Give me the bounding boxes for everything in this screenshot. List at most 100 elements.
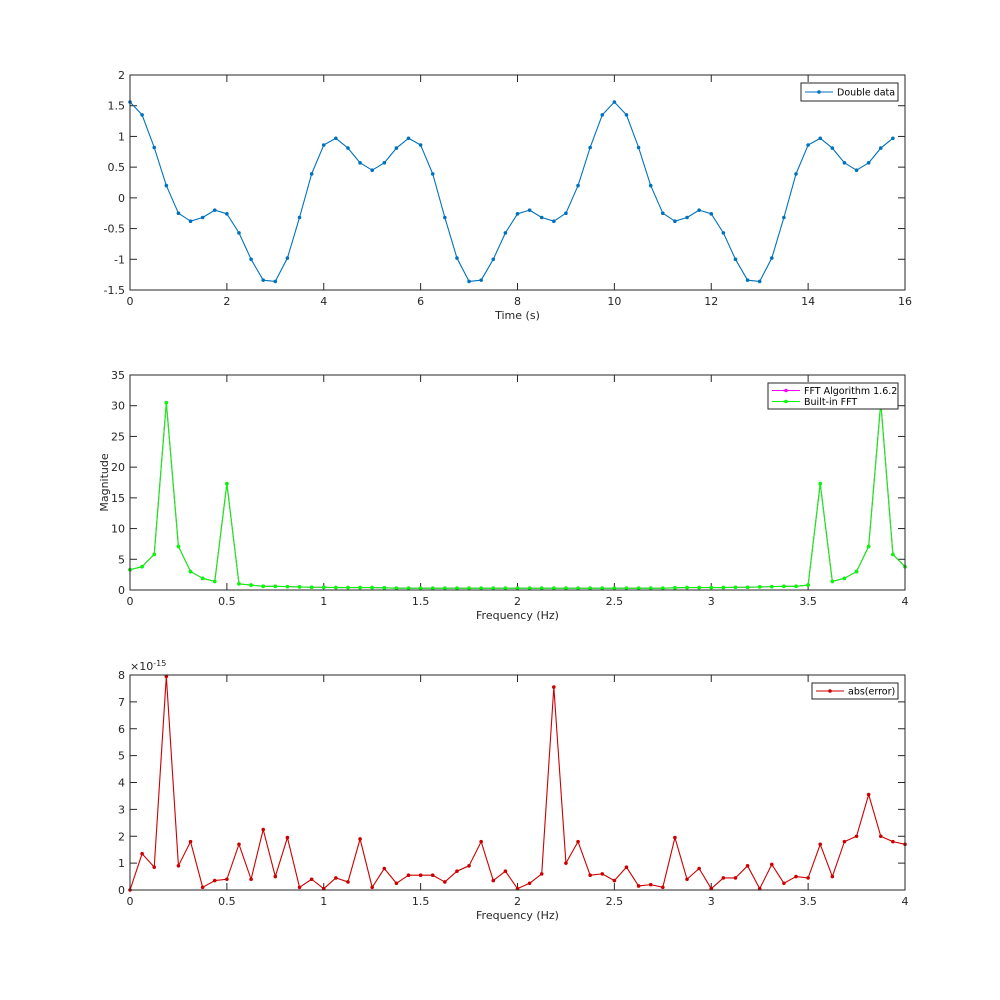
data-point <box>346 146 350 150</box>
data-point <box>806 143 810 147</box>
data-point <box>334 585 338 590</box>
data-point <box>503 586 508 590</box>
legend-marker <box>784 399 788 404</box>
plot-area <box>130 375 905 590</box>
data-point <box>188 569 193 574</box>
data-point <box>297 585 302 589</box>
data-point <box>406 136 411 141</box>
data-point <box>733 585 738 590</box>
x-tick-label: 14 <box>801 295 815 308</box>
data-point <box>273 584 278 589</box>
data-point <box>830 874 835 879</box>
data-point <box>818 842 823 847</box>
data-point <box>782 215 786 220</box>
data-point <box>443 215 447 220</box>
data-point <box>576 183 580 188</box>
chart-panel-1: 0 2 4 6 8 10 12 14 16 -1.5 -1 -0.5 0 0.5 1 1.5 2 Time (s)… <box>104 69 912 322</box>
data-point <box>225 481 229 486</box>
data-point <box>624 865 629 869</box>
data-point <box>140 113 144 117</box>
axes-frame <box>129 74 906 291</box>
data-point <box>334 876 338 880</box>
data-point <box>539 586 544 590</box>
data-point <box>527 881 532 886</box>
data-point <box>854 168 859 173</box>
data-point <box>552 219 556 223</box>
x-tick-label: 0 <box>127 295 134 308</box>
x-axis-label: Frequency (Hz) <box>476 909 559 922</box>
x-tick-label: 4 <box>902 595 909 608</box>
data-point <box>491 878 496 883</box>
data-point <box>225 877 229 882</box>
data-point <box>806 583 810 587</box>
data-point <box>430 172 435 176</box>
data-point <box>418 873 423 878</box>
data-point <box>842 839 847 844</box>
data-point <box>491 586 496 590</box>
plot-area <box>130 675 905 890</box>
y-tick-label: 0 <box>118 884 125 897</box>
data-point <box>225 212 229 216</box>
y-tick-label: 5 <box>118 750 125 763</box>
y-tick-label: 20 <box>111 461 125 474</box>
data-point <box>770 862 774 867</box>
axes-frame <box>129 674 906 891</box>
y-tick-label: -0.5 <box>104 223 125 236</box>
y-tick-label: 3 <box>118 803 125 816</box>
x-axis-label: Time (s) <box>494 309 540 322</box>
data-point <box>273 874 278 879</box>
data-point <box>273 279 278 284</box>
data-point <box>661 586 665 590</box>
data-point <box>624 586 629 590</box>
data-point <box>539 215 544 220</box>
y-tick-label: 5 <box>118 553 125 566</box>
data-point <box>406 873 411 878</box>
x-tick-label: 1.5 <box>412 895 430 908</box>
data-point <box>200 885 205 890</box>
data-point <box>673 219 677 223</box>
legend-box <box>800 82 899 102</box>
data-point <box>564 861 568 865</box>
legend-marker <box>828 689 832 693</box>
data-point <box>321 143 326 147</box>
x-tick-label: 10 <box>607 295 621 308</box>
x-tick-label: 3.5 <box>799 595 817 608</box>
data-point <box>636 586 641 590</box>
y-tick-label: 10 <box>111 523 125 536</box>
data-point <box>661 211 665 216</box>
data-point <box>685 215 689 220</box>
data-point <box>467 279 471 284</box>
data-point <box>709 212 714 216</box>
data-point <box>818 481 823 486</box>
data-point <box>552 586 556 590</box>
x-tick-label: 0 <box>127 595 134 608</box>
legend: Double data <box>800 82 899 102</box>
data-point <box>745 864 750 868</box>
data-point <box>188 219 193 223</box>
data-point <box>430 873 435 878</box>
legend-marker <box>784 388 788 393</box>
data-point <box>866 792 871 797</box>
data-point <box>612 100 617 104</box>
data-point <box>515 586 520 590</box>
data-point <box>733 257 738 262</box>
x-tick-label: 2.5 <box>606 895 624 908</box>
x-tick-label: 1 <box>320 595 327 608</box>
data-point <box>479 839 483 844</box>
data-point <box>624 113 629 117</box>
data-point <box>782 584 786 589</box>
data-point <box>503 231 508 235</box>
data-point <box>455 256 459 260</box>
data-point <box>527 208 532 212</box>
series-line-1 <box>129 101 894 282</box>
y-tick-label: -1.5 <box>104 284 125 297</box>
data-point <box>140 564 144 569</box>
data-point <box>830 579 835 584</box>
data-point <box>249 257 253 262</box>
data-point <box>648 183 653 188</box>
y-tick-label: 0 <box>118 192 125 205</box>
data-point <box>370 168 374 173</box>
data-point <box>794 874 798 879</box>
x-tick-label: 2 <box>514 895 521 908</box>
data-point <box>515 212 520 216</box>
